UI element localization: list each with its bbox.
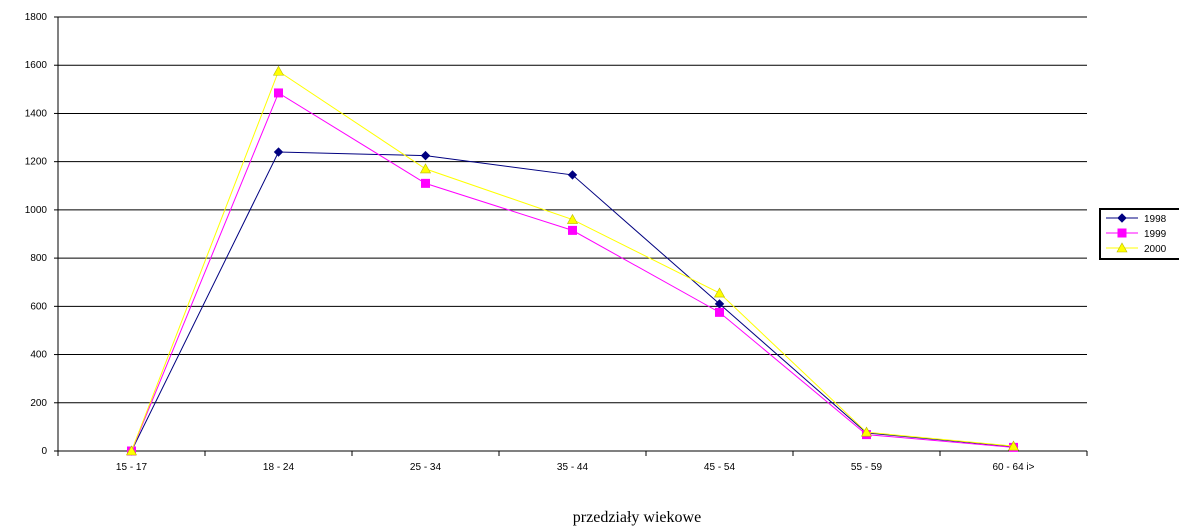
y-axis-ticks: 0 200 400 600 800 1000 1200 1400 1600 1800: [25, 12, 58, 457]
legend-label: 2000: [1144, 244, 1167, 255]
legend-item: 1999: [1106, 228, 1167, 240]
data-point: [420, 150, 431, 161]
y-tick-label: 1800: [25, 12, 48, 23]
grid-lines: [58, 16, 1087, 404]
data-point: [272, 65, 285, 76]
data-point: [568, 225, 577, 235]
x-tick-label: 55 - 59: [851, 462, 883, 473]
y-tick-label: 1400: [25, 108, 48, 119]
series-line-1998: [131, 151, 1014, 452]
y-tick-label: 800: [30, 253, 47, 264]
data-point: [1117, 213, 1127, 223]
series-group: [125, 65, 1020, 456]
y-tick-label: 1200: [25, 157, 48, 168]
x-axis-label: przedziały wiekowe: [573, 509, 701, 526]
series-2000: [125, 65, 1020, 456]
data-point: [1117, 228, 1127, 238]
data-point: [421, 178, 430, 188]
y-tick-label: 600: [30, 301, 47, 312]
data-point: [713, 287, 726, 298]
series-line-1999: [131, 92, 1014, 452]
y-tick-label: 0: [41, 446, 47, 457]
data-point: [715, 307, 724, 317]
series-1998: [126, 147, 1019, 456]
legend-item: 1998: [1106, 213, 1167, 225]
data-point: [419, 163, 432, 174]
data-point: [860, 426, 873, 437]
axes: [57, 17, 1087, 452]
x-axis-ticks: 15 - 17 18 - 24 25 - 34 35 - 44 45 - 54 55 - …: [57, 451, 1088, 473]
x-tick-label: 60 - 64 i>: [993, 462, 1035, 473]
x-tick-label: 15 - 17: [116, 462, 148, 473]
data-point: [125, 445, 138, 456]
x-tick-label: 45 - 54: [704, 462, 736, 473]
data-point: [566, 213, 579, 224]
legend-label: 1998: [1144, 214, 1167, 225]
legend-item: 2000: [1106, 242, 1167, 255]
x-tick-label: 25 - 34: [410, 462, 442, 473]
y-tick-label: 1000: [25, 205, 48, 216]
data-point: [567, 170, 578, 180]
data-point: [273, 147, 284, 157]
legend: 1998 1999 2000: [1099, 208, 1179, 260]
y-tick-label: 400: [30, 350, 47, 361]
x-tick-label: 18 - 24: [263, 462, 295, 473]
data-point: [1116, 242, 1128, 253]
x-tick-label: 35 - 44: [557, 462, 589, 473]
y-tick-label: 1600: [25, 60, 48, 71]
data-point: [1007, 440, 1020, 451]
series-1999: [127, 88, 1018, 456]
y-tick-label: 200: [30, 398, 47, 409]
legend-label: 1999: [1144, 229, 1167, 240]
legend-box: [1099, 208, 1179, 260]
data-point: [274, 88, 283, 98]
